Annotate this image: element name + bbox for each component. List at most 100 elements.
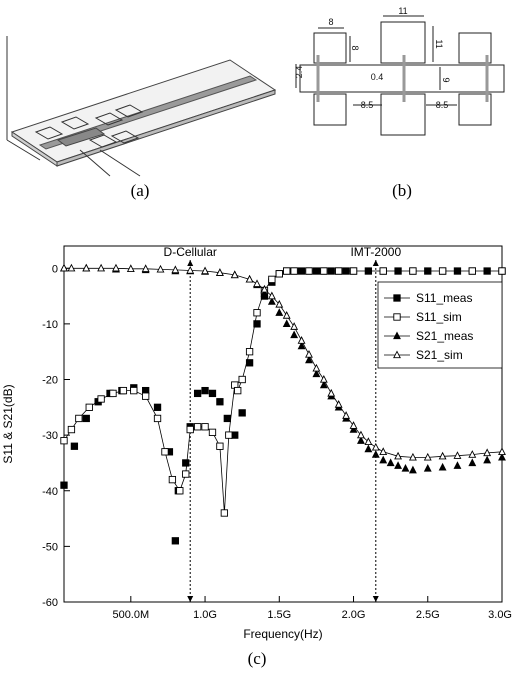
- stub-top-right: [458, 32, 492, 64]
- data-point: [453, 461, 462, 469]
- data-point: [394, 461, 403, 469]
- data-point: [182, 459, 190, 467]
- data-point: [297, 336, 306, 344]
- data-point: [468, 267, 476, 275]
- stub-bottom-right: [458, 93, 492, 126]
- data-point: [161, 448, 169, 456]
- band-marker-label: IMT-2000: [350, 245, 401, 259]
- series-s21-sim: [60, 263, 506, 461]
- stub-top-left: [313, 32, 347, 64]
- data-point: [312, 363, 321, 372]
- data-point: [371, 450, 380, 458]
- legend-label: S21_sim: [416, 348, 463, 362]
- data-point: [305, 355, 313, 364]
- panel-c-caption: (c): [248, 649, 267, 668]
- data-point: [230, 270, 239, 279]
- data-point: [201, 423, 209, 431]
- data-point: [112, 263, 120, 272]
- data-point: [220, 509, 229, 517]
- dim-2-4: 2.4: [294, 66, 304, 79]
- data-point: [282, 311, 291, 319]
- data-point: [67, 263, 76, 272]
- data-point: [193, 389, 202, 398]
- band-marker-label: D-Cellular: [164, 245, 217, 259]
- legend-label: S21_meas: [416, 329, 473, 343]
- data-point: [60, 437, 68, 445]
- data-point: [201, 386, 209, 395]
- panel-b-drawing: [295, 15, 505, 136]
- series-layer: [60, 263, 506, 545]
- data-point: [153, 414, 162, 423]
- data-point: [379, 455, 388, 464]
- legend-label: S11_meas: [416, 291, 472, 305]
- data-point: [216, 398, 224, 406]
- data-point: [423, 463, 432, 472]
- x-tick-label: 500.0M: [112, 609, 149, 621]
- y-tick-label: -30: [42, 430, 58, 442]
- data-point: [290, 330, 299, 339]
- x-axis-label: Frequency(Hz): [243, 627, 322, 641]
- legend-marker: [393, 313, 401, 321]
- data-point: [109, 389, 117, 398]
- data-point: [260, 284, 269, 293]
- data-point: [327, 388, 336, 397]
- x-tick-label: 3.0G: [488, 609, 512, 621]
- series-line: [63, 270, 502, 514]
- data-point: [168, 475, 177, 484]
- data-point: [483, 455, 492, 464]
- y-axis-label: S11 & S21(dB): [1, 384, 15, 463]
- data-point: [453, 451, 462, 459]
- band-marker-arrow-up: [372, 260, 379, 266]
- data-point: [268, 275, 276, 284]
- data-point: [379, 267, 387, 275]
- data-point: [208, 428, 217, 436]
- data-point: [349, 421, 358, 429]
- data-point: [275, 299, 284, 308]
- data-point: [290, 267, 298, 275]
- data-point: [468, 458, 477, 467]
- band-marker-arrow-up: [187, 260, 194, 266]
- data-point: [238, 409, 246, 417]
- legend-marker: [393, 350, 401, 359]
- data-point: [186, 265, 195, 274]
- data-point: [297, 341, 306, 350]
- data-point: [319, 380, 328, 389]
- data-point: [186, 425, 194, 434]
- data-point: [305, 267, 313, 275]
- data-point: [234, 386, 242, 395]
- data-point: [153, 403, 162, 411]
- data-point: [253, 320, 261, 328]
- panel-b-dimensions: 8 11 2.4 8 11 0.4 9 8.5 8.5: [294, 6, 451, 110]
- dim-8-top: 8: [328, 17, 333, 27]
- data-point: [119, 386, 128, 395]
- data-point: [290, 322, 299, 330]
- data-point: [171, 265, 180, 274]
- data-point: [401, 463, 410, 472]
- data-point: [260, 288, 269, 297]
- dim-8-5-right: 8.5: [436, 100, 449, 110]
- data-point: [216, 442, 224, 450]
- data-point: [468, 450, 477, 458]
- data-point: [201, 266, 209, 275]
- data-point: [223, 414, 231, 423]
- dim-9: 9: [441, 77, 451, 82]
- data-point: [193, 423, 202, 431]
- x-tick-label: 1.5G: [267, 609, 291, 621]
- data-point: [208, 389, 217, 398]
- stub-bottom-left: [313, 93, 347, 126]
- y-tick-label: -20: [42, 375, 58, 387]
- data-point: [349, 267, 358, 275]
- legend-marker: [393, 331, 401, 340]
- x-tick-label: 2.5G: [416, 609, 440, 621]
- plot-frame: [63, 245, 503, 603]
- data-point: [283, 267, 291, 275]
- dim-8-vertical: 8: [350, 45, 360, 50]
- dim-8-5-left: 8.5: [361, 100, 374, 110]
- panel-a-caption: (a): [131, 181, 150, 200]
- data-point: [225, 431, 233, 439]
- y-tick-label: -60: [42, 597, 58, 609]
- data-point: [312, 369, 321, 378]
- data-point: [386, 458, 395, 467]
- data-point: [75, 414, 83, 423]
